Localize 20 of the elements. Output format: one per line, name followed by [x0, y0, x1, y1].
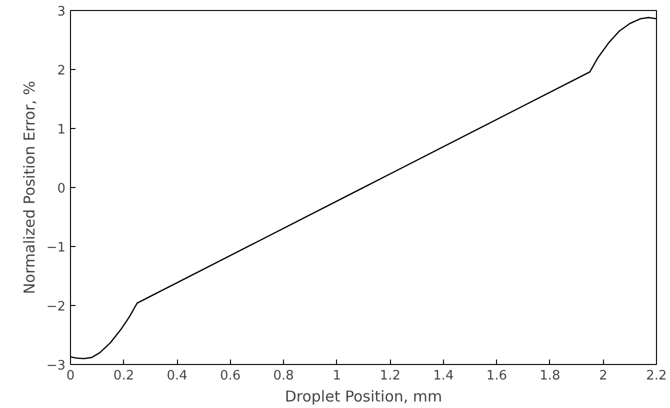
x-axis-title: Droplet Position, mm: [284, 388, 442, 406]
x-tick-label: 1: [332, 368, 342, 384]
y-tick-label: −1: [46, 240, 66, 256]
x-tick-label: 1.8: [540, 368, 560, 384]
x-tick-label: 0.8: [273, 368, 294, 384]
x-tick-label: 0.2: [113, 368, 134, 384]
y-tick-label: −3: [46, 358, 66, 374]
x-tick-label: 0.4: [166, 368, 188, 384]
x-tick-label: 1.6: [486, 368, 508, 384]
y-tick-label: −2: [46, 300, 66, 314]
x-tick-label: 1.4: [433, 368, 454, 384]
y-tick-label: 3: [57, 4, 66, 20]
y-tick-label: 1: [57, 122, 66, 138]
y-axis-title: Normalized Position Error, %: [20, 80, 38, 294]
x-tick-label: 2.2: [646, 368, 667, 384]
x-tick-label: 1.2: [380, 368, 400, 384]
y-tick-label: 0: [57, 182, 66, 196]
x-tick-label: 2: [599, 368, 608, 384]
y-tick-label: 2: [57, 64, 66, 78]
x-tick-label: 0.6: [220, 368, 241, 384]
